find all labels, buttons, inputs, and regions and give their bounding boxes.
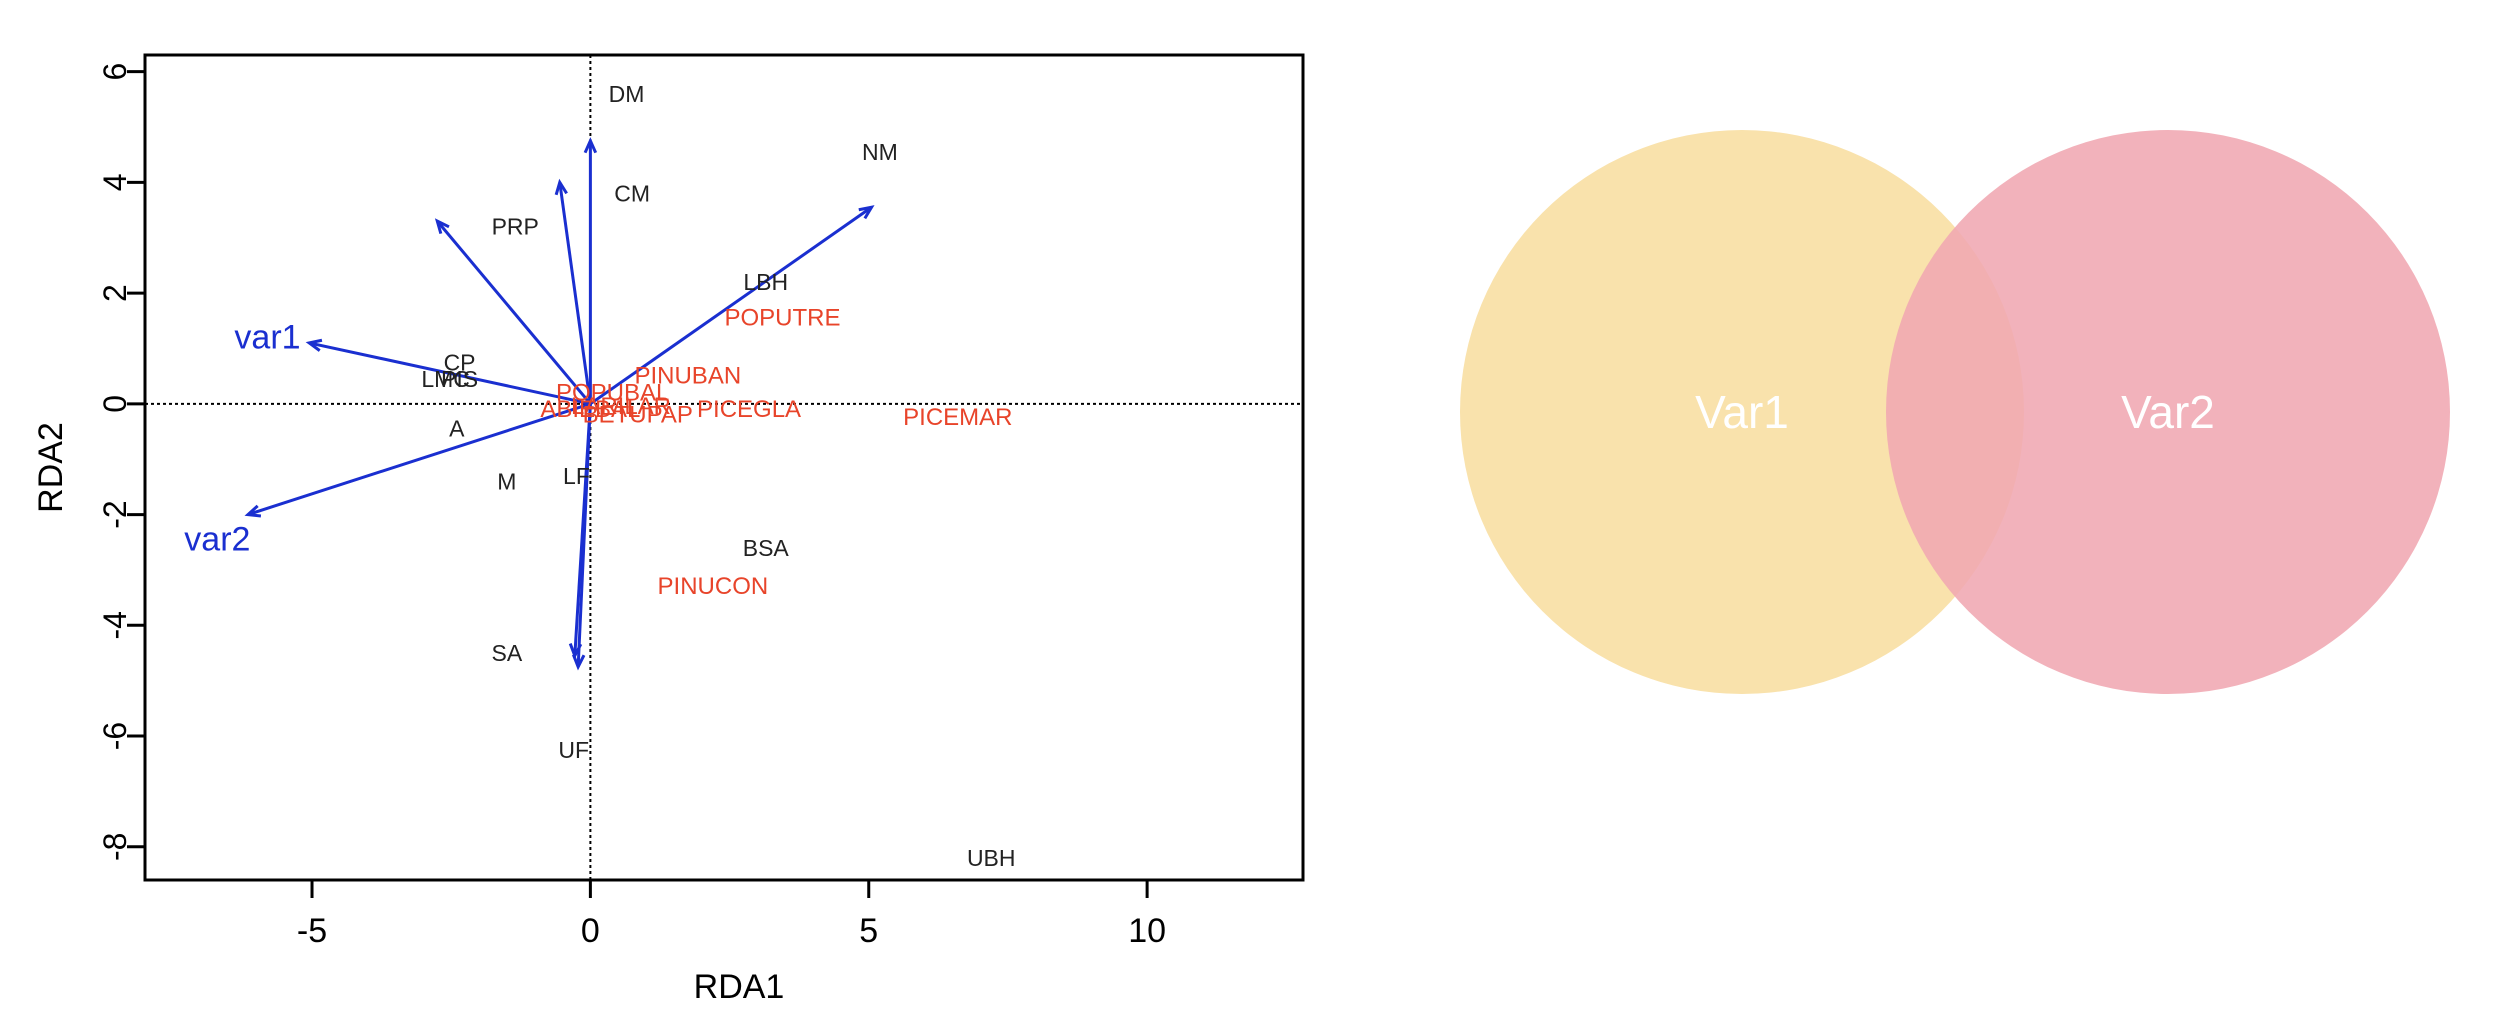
site-label: LBH — [743, 269, 788, 295]
y-axis: -8 -6 -4 -2 0 2 4 6 — [97, 63, 147, 861]
site-label: SA — [492, 640, 523, 666]
biplot-arrow-head — [244, 504, 262, 518]
x-tick-label: -5 — [297, 912, 327, 950]
y-tick-label: -8 — [97, 833, 133, 861]
venn-label-var2: Var2 — [2121, 386, 2215, 438]
species-label: ABIEBAL — [540, 396, 640, 423]
biplot-arrow-head — [858, 205, 875, 220]
y-tick-label: -2 — [97, 500, 133, 528]
x-tick-label: 0 — [581, 912, 600, 950]
site-label: LF — [563, 463, 590, 489]
species-label: BETUPAP — [583, 401, 693, 428]
site-label: PRP — [492, 214, 539, 240]
site-label: NM — [862, 139, 898, 165]
species-label: PINUCON — [658, 573, 769, 600]
x-axis-label: RDA1 — [694, 968, 785, 1006]
venn-label-var1: Var1 — [1695, 386, 1789, 438]
explanatory-label: var2 — [184, 520, 250, 558]
site-label: A — [449, 416, 465, 442]
y-tick-label: 6 — [97, 63, 133, 81]
biplot-arrow-head — [434, 218, 450, 235]
biplot-arrow — [573, 403, 592, 656]
biplot-arrow — [436, 220, 592, 405]
venn-circle-var2 — [1886, 130, 2450, 694]
x-tick-label: 5 — [859, 912, 878, 950]
site-label: UF — [558, 737, 589, 763]
zero-lines — [145, 55, 1303, 880]
rda-triplot: -5 0 5 10 -8 -6 -4 -2 0 2 4 6 DM NM CM PRP LBH CPLMCPIS… — [32, 53, 1305, 1006]
site-label: UBH — [967, 845, 1016, 871]
venn-circle-var1 — [1460, 130, 2024, 694]
y-tick-label: 2 — [97, 284, 133, 302]
biplot-arrow-head — [583, 137, 598, 154]
explanatory-labels: var1 var2 — [184, 318, 300, 558]
plot-frame — [143, 53, 1305, 882]
species-label: POPUBAL — [556, 379, 669, 406]
biplot-arrows — [244, 137, 875, 671]
biplot-arrow-head — [571, 654, 586, 671]
site-label: PIS — [441, 366, 478, 392]
site-label: DM — [609, 81, 645, 107]
species-label: PICEGLA — [697, 396, 801, 423]
explanatory-label: var1 — [234, 318, 300, 356]
biplot-arrow-head — [554, 178, 568, 196]
site-label: CM — [614, 180, 650, 206]
venn-diagram: Var1 Var2 — [1460, 130, 2450, 694]
site-label: M — [497, 468, 516, 494]
x-tick-label: 10 — [1128, 912, 1166, 950]
species-label: PINUBAN — [634, 363, 741, 390]
y-tick-label: -6 — [97, 722, 133, 750]
species-label: POPUTRE — [724, 305, 840, 332]
site-label: LMC — [421, 366, 470, 392]
biplot-arrow-head — [305, 338, 323, 352]
biplot-arrow — [558, 182, 592, 405]
site-label: BSA — [743, 535, 790, 561]
biplot-arrow-head — [568, 643, 583, 660]
species-labels: POPUTRE PINUBANPOPUBALABIEBALLARILARBETUP… — [540, 305, 1012, 601]
y-axis-label: RDA2 — [32, 422, 70, 513]
y-tick-label: 0 — [97, 395, 133, 413]
x-axis: -5 0 5 10 — [297, 878, 1166, 950]
y-tick-label: 4 — [97, 173, 133, 191]
biplot-arrow — [247, 402, 591, 516]
y-tick-label: -4 — [97, 611, 133, 639]
biplot-arrow — [308, 341, 591, 406]
species-label: LARILAR — [571, 393, 671, 420]
species-label: PICEMAR — [903, 404, 1012, 431]
site-label: CP — [444, 349, 476, 375]
biplot-arrow — [589, 206, 873, 406]
